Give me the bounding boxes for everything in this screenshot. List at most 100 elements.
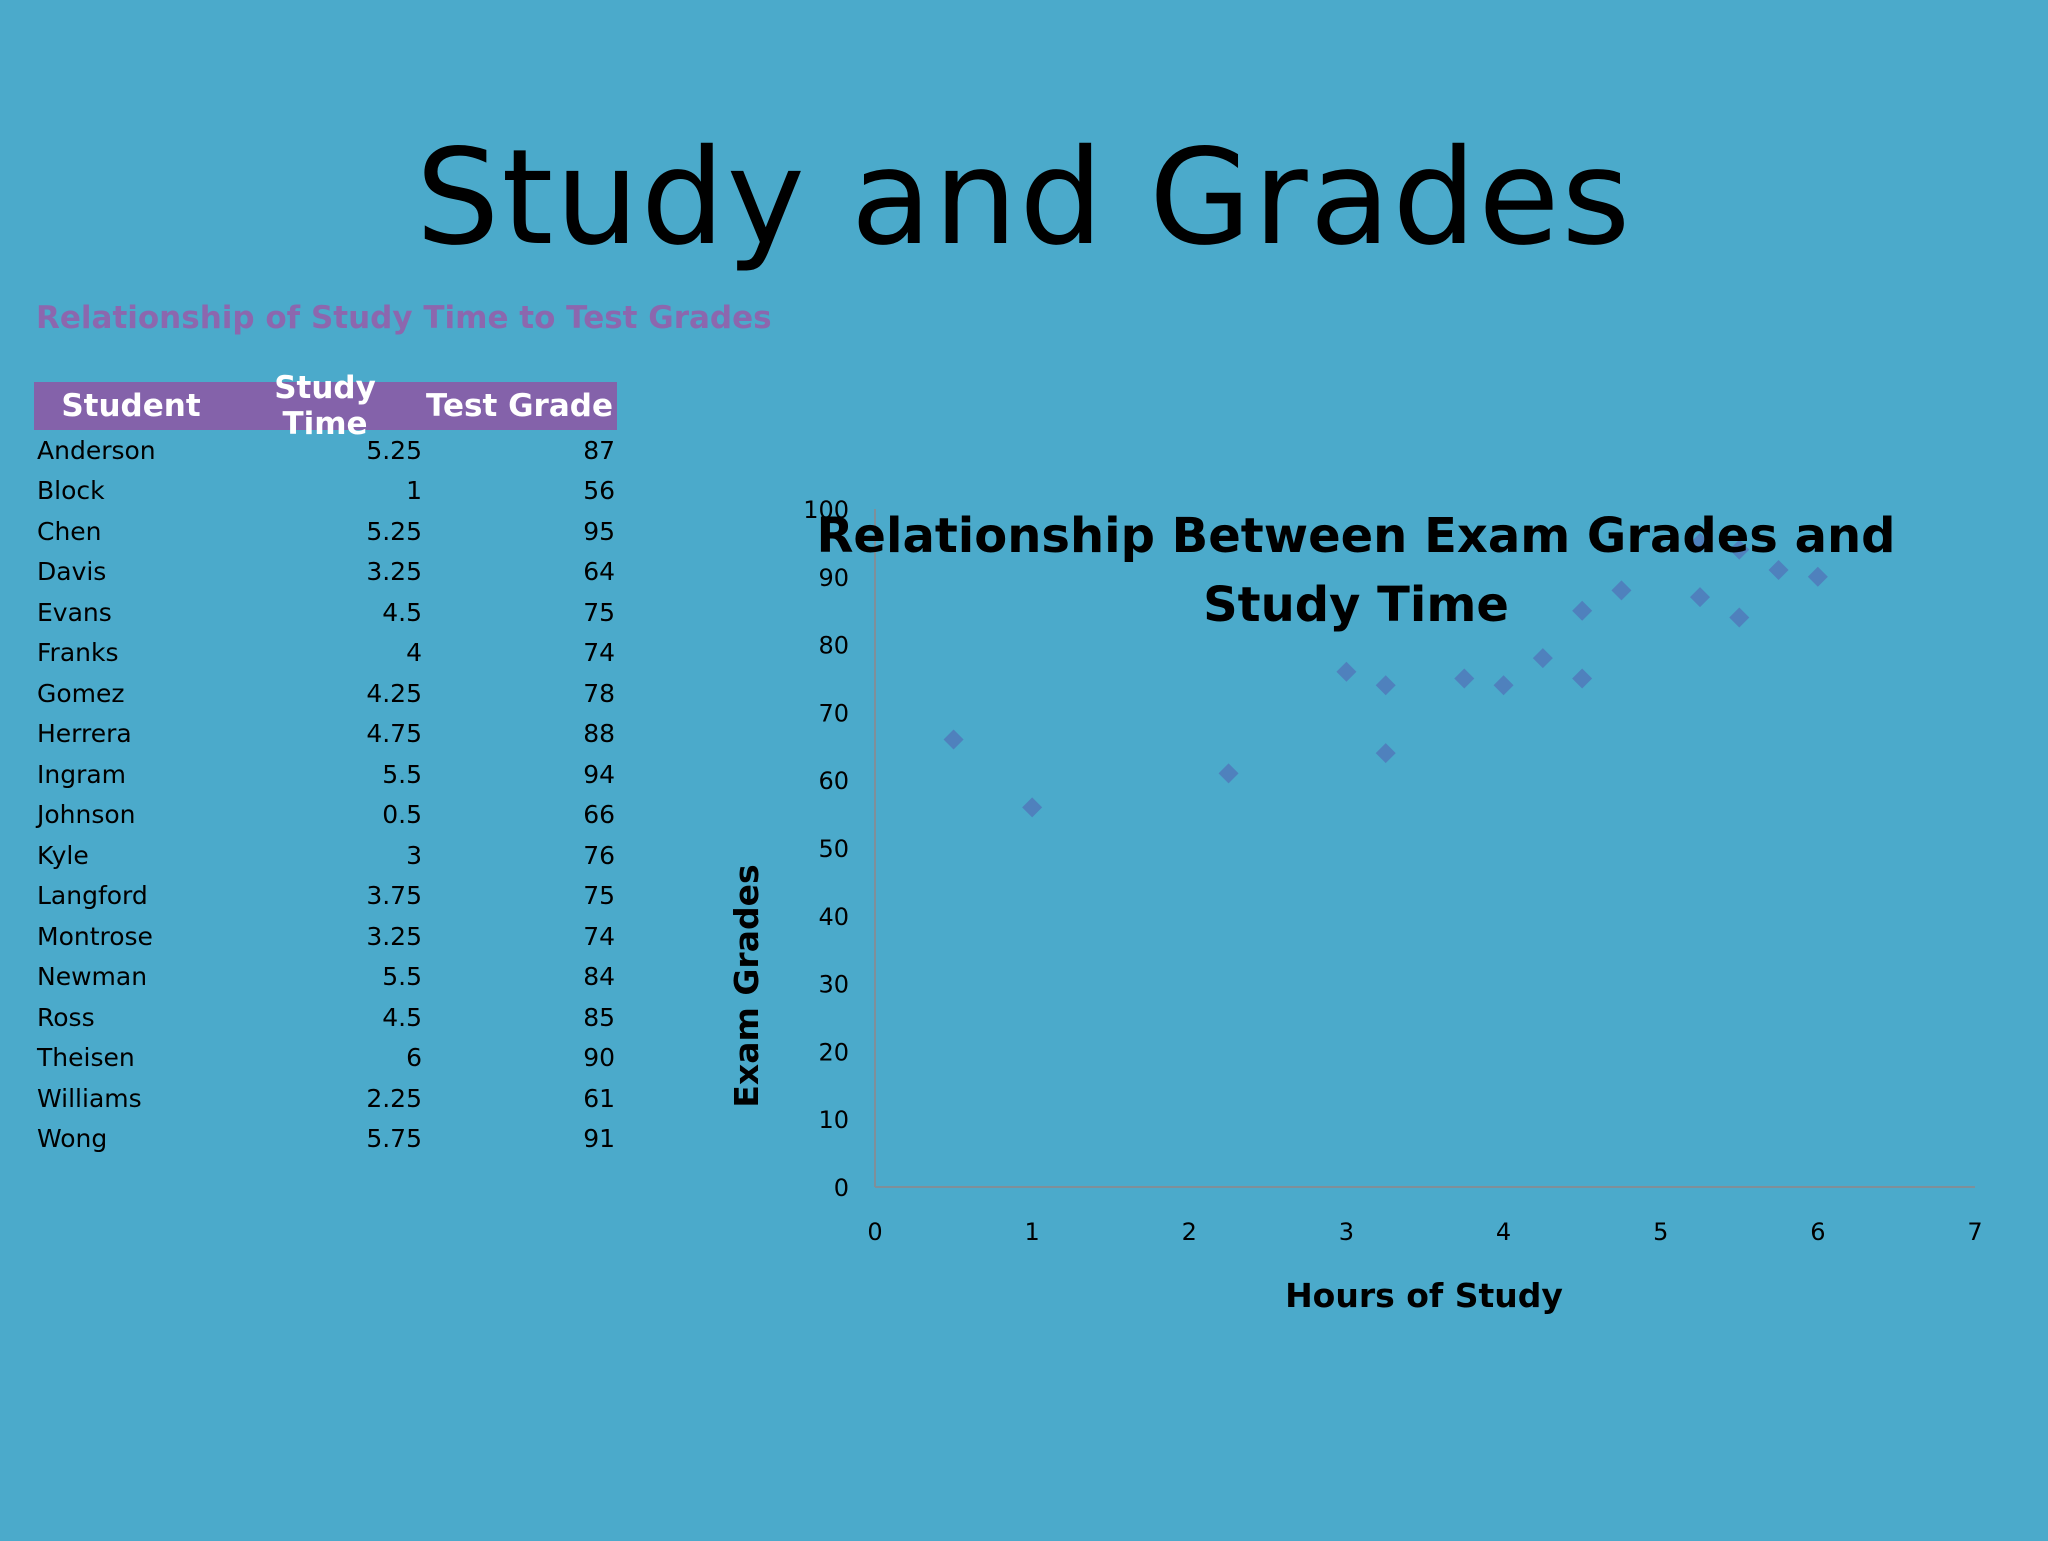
data-point xyxy=(1532,648,1553,669)
cell-student: Montrose xyxy=(37,921,153,951)
chart-title-line-2: Study Time xyxy=(1203,577,1509,633)
table-row: Johnson 0.5 66 xyxy=(34,795,617,836)
cell-student: Wong xyxy=(37,1124,108,1154)
x-tick-label: 7 xyxy=(1967,1218,1982,1246)
cell-study-time: 5.25 xyxy=(366,435,422,465)
table-row: Kyle 3 76 xyxy=(34,835,617,876)
table-header-row: Student Study Time Test Grade xyxy=(34,370,617,442)
x-tick-label: 6 xyxy=(1810,1218,1825,1246)
table-row: Ross 4.5 85 xyxy=(34,997,617,1038)
table-row: Davis 3.25 64 xyxy=(34,552,617,593)
y-tick-label: 20 xyxy=(818,1038,849,1066)
y-tick-label: 0 xyxy=(834,1174,849,1202)
cell-test-grade: 75 xyxy=(583,881,615,911)
data-point xyxy=(1454,668,1475,689)
x-tick-label: 5 xyxy=(1653,1218,1668,1246)
cell-study-time: 3.25 xyxy=(366,557,422,587)
cell-test-grade: 74 xyxy=(583,921,615,951)
table-row: Montrose 3.25 74 xyxy=(34,916,617,957)
y-tick-label: 70 xyxy=(818,699,849,727)
cell-student: Theisen xyxy=(37,1043,135,1073)
cell-student: Chen xyxy=(37,516,102,546)
chart-title-line-1: Relationship Between Exam Grades and xyxy=(816,508,1895,564)
cell-study-time: 5.5 xyxy=(382,759,422,789)
data-table: Student Study Time Test Grade Anderson 5.… xyxy=(34,370,617,1160)
cell-student: Evans xyxy=(37,597,112,627)
cell-test-grade: 64 xyxy=(583,557,615,587)
data-point xyxy=(1611,580,1632,601)
y-tick-label: 90 xyxy=(818,564,849,592)
cell-test-grade: 74 xyxy=(583,638,615,668)
cell-student: Ingram xyxy=(37,759,127,789)
cell-student: Herrera xyxy=(37,719,132,749)
data-point xyxy=(1729,607,1750,628)
data-point xyxy=(1022,797,1043,818)
cell-student: Williams xyxy=(37,1083,142,1113)
cell-study-time: 4.5 xyxy=(382,597,422,627)
data-point xyxy=(1572,668,1593,689)
data-points xyxy=(943,532,1828,818)
data-point xyxy=(943,729,964,750)
cell-test-grade: 78 xyxy=(583,678,615,708)
cell-study-time: 4.5 xyxy=(382,1002,422,1032)
data-point xyxy=(1572,600,1593,621)
cell-test-grade: 91 xyxy=(583,1124,615,1154)
cell-study-time: 6 xyxy=(406,1043,422,1073)
y-tick-label: 40 xyxy=(818,903,849,931)
y-tick-label: 50 xyxy=(818,835,849,863)
table-row: Wong 5.75 91 xyxy=(34,1119,617,1160)
data-point xyxy=(1690,532,1710,553)
y-tick-label: 60 xyxy=(818,767,849,795)
table-row: Anderson 5.25 87 xyxy=(34,430,617,471)
cell-study-time: 3 xyxy=(406,840,422,870)
y-tick-label: 10 xyxy=(818,1106,849,1134)
x-axis-title: Hours of Study xyxy=(1285,1276,1563,1315)
cell-test-grade: 61 xyxy=(583,1083,615,1113)
table-row: Langford 3.75 75 xyxy=(34,876,617,917)
table-row: Block 1 56 xyxy=(34,471,617,512)
cell-study-time: 2.25 xyxy=(366,1083,422,1113)
cell-study-time: 4.25 xyxy=(366,678,422,708)
cell-study-time: 4 xyxy=(406,638,422,668)
x-tick-label: 2 xyxy=(1182,1218,1197,1246)
y-axis-title: Exam Grades xyxy=(727,864,766,1107)
cell-student: Johnson xyxy=(37,800,136,830)
x-tick-label: 4 xyxy=(1496,1218,1511,1246)
y-tick-label: 80 xyxy=(818,632,849,660)
table-row: Chen 5.25 95 xyxy=(34,511,617,552)
table-row: Williams 2.25 61 xyxy=(34,1078,617,1119)
y-tick-labels: 0 10 20 30 40 50 60 70 80 90 100 xyxy=(803,496,849,1202)
data-point xyxy=(1375,675,1396,696)
data-point xyxy=(1807,566,1828,587)
x-tick-label: 1 xyxy=(1025,1218,1040,1246)
cell-study-time: 0.5 xyxy=(382,800,422,830)
cell-test-grade: 88 xyxy=(583,719,615,749)
cell-study-time: 3.75 xyxy=(366,881,422,911)
cell-student: Franks xyxy=(37,638,119,668)
data-point xyxy=(1336,661,1357,682)
cell-student: Davis xyxy=(37,557,107,587)
cell-test-grade: 75 xyxy=(583,597,615,627)
cell-student: Ross xyxy=(37,1002,95,1032)
cell-study-time: 5.75 xyxy=(366,1124,422,1154)
cell-test-grade: 84 xyxy=(583,962,615,992)
table-row: Ingram 5.5 94 xyxy=(34,754,617,795)
y-tick-label: 100 xyxy=(803,496,849,524)
cell-student: Gomez xyxy=(37,678,125,708)
cell-study-time: 1 xyxy=(406,476,422,506)
table-row: Herrera 4.75 88 xyxy=(34,714,617,755)
table-row: Newman 5.5 84 xyxy=(34,957,617,998)
cell-test-grade: 90 xyxy=(583,1043,615,1073)
data-point xyxy=(1768,560,1789,581)
cell-study-time: 3.25 xyxy=(366,921,422,951)
y-tick-label: 30 xyxy=(818,971,849,999)
cell-test-grade: 94 xyxy=(583,759,615,789)
slide-title: Study and Grades xyxy=(415,121,1633,275)
data-point xyxy=(1218,763,1239,784)
cell-test-grade: 66 xyxy=(583,800,615,830)
table-caption: Relationship of Study Time to Test Grade… xyxy=(36,300,772,336)
header-study-time: Study Time xyxy=(274,370,376,442)
cell-test-grade: 95 xyxy=(583,516,615,546)
